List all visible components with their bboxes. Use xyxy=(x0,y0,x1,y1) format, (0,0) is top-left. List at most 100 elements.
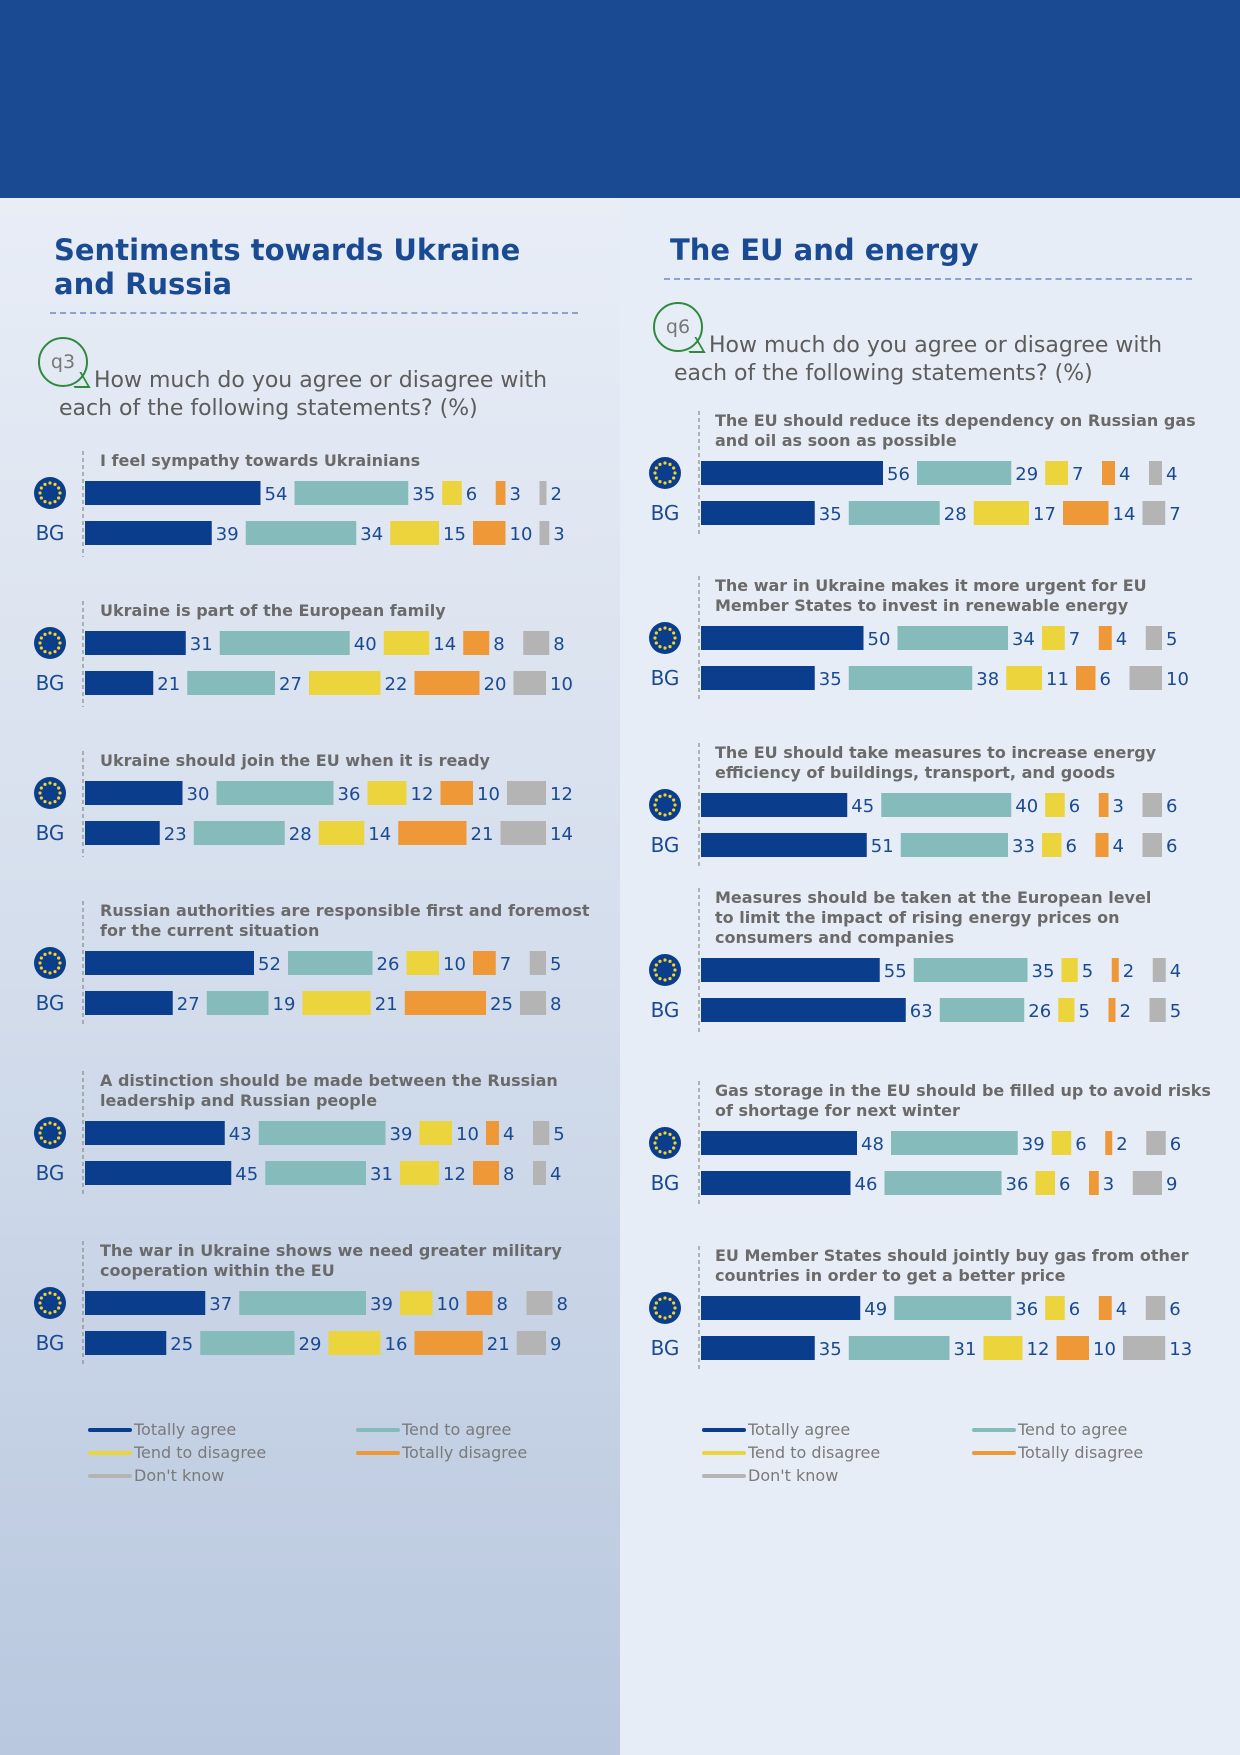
data-label: 2 xyxy=(1120,1001,1131,1022)
bar-segment xyxy=(406,951,439,975)
bar-segment xyxy=(1142,501,1166,525)
data-label: 10 xyxy=(550,674,573,695)
eu-flag-star xyxy=(48,1121,52,1125)
data-label: 8 xyxy=(503,1164,514,1185)
eu-flag-star xyxy=(658,959,662,963)
eu-flag-star xyxy=(43,970,47,974)
eu-flag-star xyxy=(39,496,43,500)
eu-flag-star xyxy=(53,1310,57,1314)
eu-flag-star xyxy=(53,482,57,486)
eu-flag-star xyxy=(663,1296,667,1300)
eu-flag-star xyxy=(658,794,662,798)
legend-swatch xyxy=(88,1473,132,1478)
bar-segment xyxy=(529,951,546,975)
row-label: BG xyxy=(651,666,680,690)
eu-flag-star xyxy=(663,481,667,485)
bar-segment xyxy=(398,821,467,845)
legend-swatch xyxy=(356,1427,400,1432)
bar-segment xyxy=(1056,1336,1089,1360)
eu-flag-star xyxy=(668,812,672,816)
bar-segment xyxy=(881,793,1012,817)
legend-label: Tend to disagree xyxy=(748,1443,881,1462)
eu-flag-star xyxy=(672,963,676,967)
data-label: 12 xyxy=(550,784,573,805)
data-label: 39 xyxy=(1022,1134,1045,1155)
eu-flag-star xyxy=(663,646,667,650)
bar-segment xyxy=(539,521,550,545)
eu-flag-icon xyxy=(649,789,681,821)
data-label: 9 xyxy=(1166,1174,1177,1195)
eu-flag-star xyxy=(668,977,672,981)
eu-flag-star xyxy=(57,496,61,500)
question-badge: q3 xyxy=(38,337,88,387)
eu-flag-star xyxy=(53,1122,57,1126)
bar-segment xyxy=(1152,958,1166,982)
eu-flag-disc xyxy=(34,1287,66,1319)
eu-flag-disc xyxy=(34,1117,66,1149)
data-label: 35 xyxy=(412,484,435,505)
eu-flag-star xyxy=(672,641,676,645)
bar-segment xyxy=(85,521,212,545)
legend-label: Totally agree xyxy=(134,1420,237,1439)
eu-flag-disc xyxy=(34,627,66,659)
data-label: 10 xyxy=(510,524,533,545)
bar-segment xyxy=(1042,626,1065,650)
eu-flag-star xyxy=(672,1311,676,1315)
bar-segment xyxy=(486,1121,499,1145)
data-label: 39 xyxy=(390,1124,413,1145)
data-label: 8 xyxy=(557,1294,568,1315)
data-label: 3 xyxy=(1103,1174,1114,1195)
data-label: 30 xyxy=(187,784,210,805)
section-title-line-1: The EU and energy xyxy=(670,233,979,267)
data-label: 26 xyxy=(377,954,400,975)
data-label: 55 xyxy=(884,961,907,982)
eu-flag-star xyxy=(668,645,672,649)
eu-flag-star xyxy=(673,968,677,972)
bar-segment xyxy=(523,631,550,655)
eu-flag-star xyxy=(43,632,47,636)
eu-flag-star xyxy=(48,631,52,635)
eu-flag-star xyxy=(43,1310,47,1314)
data-label: 34 xyxy=(360,524,383,545)
data-label: 10 xyxy=(477,784,500,805)
question-id: q6 xyxy=(665,316,691,338)
data-label: 6 xyxy=(1066,836,1077,857)
row-label: BG xyxy=(651,1336,680,1360)
data-label: 5 xyxy=(1166,629,1177,650)
bar-segment xyxy=(400,1291,433,1315)
data-label: 36 xyxy=(1015,1299,1038,1320)
eu-flag-star xyxy=(658,1132,662,1136)
statement-text: consumers and companies xyxy=(715,928,954,947)
bar-segment xyxy=(85,951,254,975)
eu-flag-star xyxy=(43,500,47,504)
bar-segment xyxy=(463,631,490,655)
bar-segment xyxy=(1045,793,1065,817)
data-label: 10 xyxy=(1166,669,1189,690)
bar-segment xyxy=(1006,666,1042,690)
row-label: BG xyxy=(36,821,65,845)
bar-segment xyxy=(884,1171,1002,1195)
bar-segment xyxy=(239,1291,366,1315)
data-label: 2 xyxy=(1123,961,1134,982)
eu-flag-star xyxy=(57,646,61,650)
legend-label: Totally agree xyxy=(748,1420,851,1439)
eu-flag-star xyxy=(57,486,61,490)
data-label: 8 xyxy=(553,634,564,655)
eu-flag-star xyxy=(663,978,667,982)
data-label: 27 xyxy=(177,994,200,1015)
bar-segment xyxy=(1142,793,1162,817)
bar-segment xyxy=(1102,461,1115,485)
bar-segment xyxy=(288,951,373,975)
bar-segment xyxy=(85,481,261,505)
row-label: BG xyxy=(36,991,65,1015)
data-label: 46 xyxy=(855,1174,878,1195)
eu-flag-star xyxy=(672,808,676,812)
eu-flag-icon xyxy=(34,777,66,809)
data-label: 6 xyxy=(1166,836,1177,857)
eu-flag-star xyxy=(668,1150,672,1154)
eu-flag-disc xyxy=(649,457,681,489)
bar-segment xyxy=(245,521,357,545)
bar-segment xyxy=(367,781,407,805)
eu-flag-star xyxy=(38,961,42,965)
data-label: 8 xyxy=(497,1294,508,1315)
